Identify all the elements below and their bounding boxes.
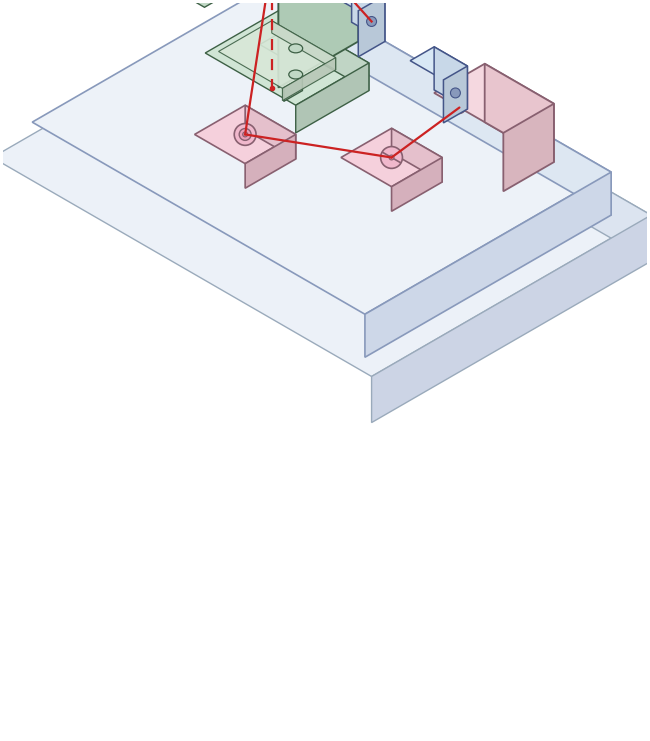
Polygon shape [443, 66, 467, 123]
Polygon shape [278, 10, 369, 90]
Polygon shape [358, 0, 385, 57]
Polygon shape [278, 34, 302, 90]
Circle shape [450, 88, 460, 98]
Circle shape [239, 128, 251, 140]
Polygon shape [410, 47, 467, 80]
Polygon shape [284, 47, 302, 102]
Polygon shape [282, 58, 335, 101]
Polygon shape [296, 63, 369, 133]
Circle shape [242, 132, 248, 137]
Circle shape [367, 16, 376, 27]
Polygon shape [245, 134, 296, 188]
Polygon shape [194, 105, 296, 164]
Polygon shape [434, 47, 467, 109]
Polygon shape [0, 0, 650, 376]
Polygon shape [205, 10, 369, 105]
Polygon shape [352, 0, 385, 41]
Polygon shape [158, 0, 216, 7]
Polygon shape [278, 0, 358, 41]
Polygon shape [272, 0, 650, 262]
Polygon shape [278, 0, 358, 87]
Polygon shape [245, 105, 296, 159]
Polygon shape [391, 128, 442, 182]
Polygon shape [365, 172, 611, 357]
Polygon shape [278, 0, 611, 215]
Polygon shape [325, 0, 385, 10]
Circle shape [389, 155, 394, 160]
Ellipse shape [289, 70, 303, 79]
Polygon shape [391, 158, 442, 211]
Polygon shape [272, 21, 335, 70]
Polygon shape [503, 104, 554, 191]
Polygon shape [485, 64, 554, 162]
Polygon shape [341, 128, 442, 187]
Circle shape [381, 147, 402, 168]
Polygon shape [32, 0, 611, 314]
Polygon shape [260, 34, 302, 59]
Circle shape [234, 124, 256, 145]
Circle shape [454, 102, 465, 113]
Polygon shape [372, 215, 650, 422]
Ellipse shape [289, 44, 303, 53]
Polygon shape [218, 21, 335, 88]
Polygon shape [434, 64, 554, 133]
